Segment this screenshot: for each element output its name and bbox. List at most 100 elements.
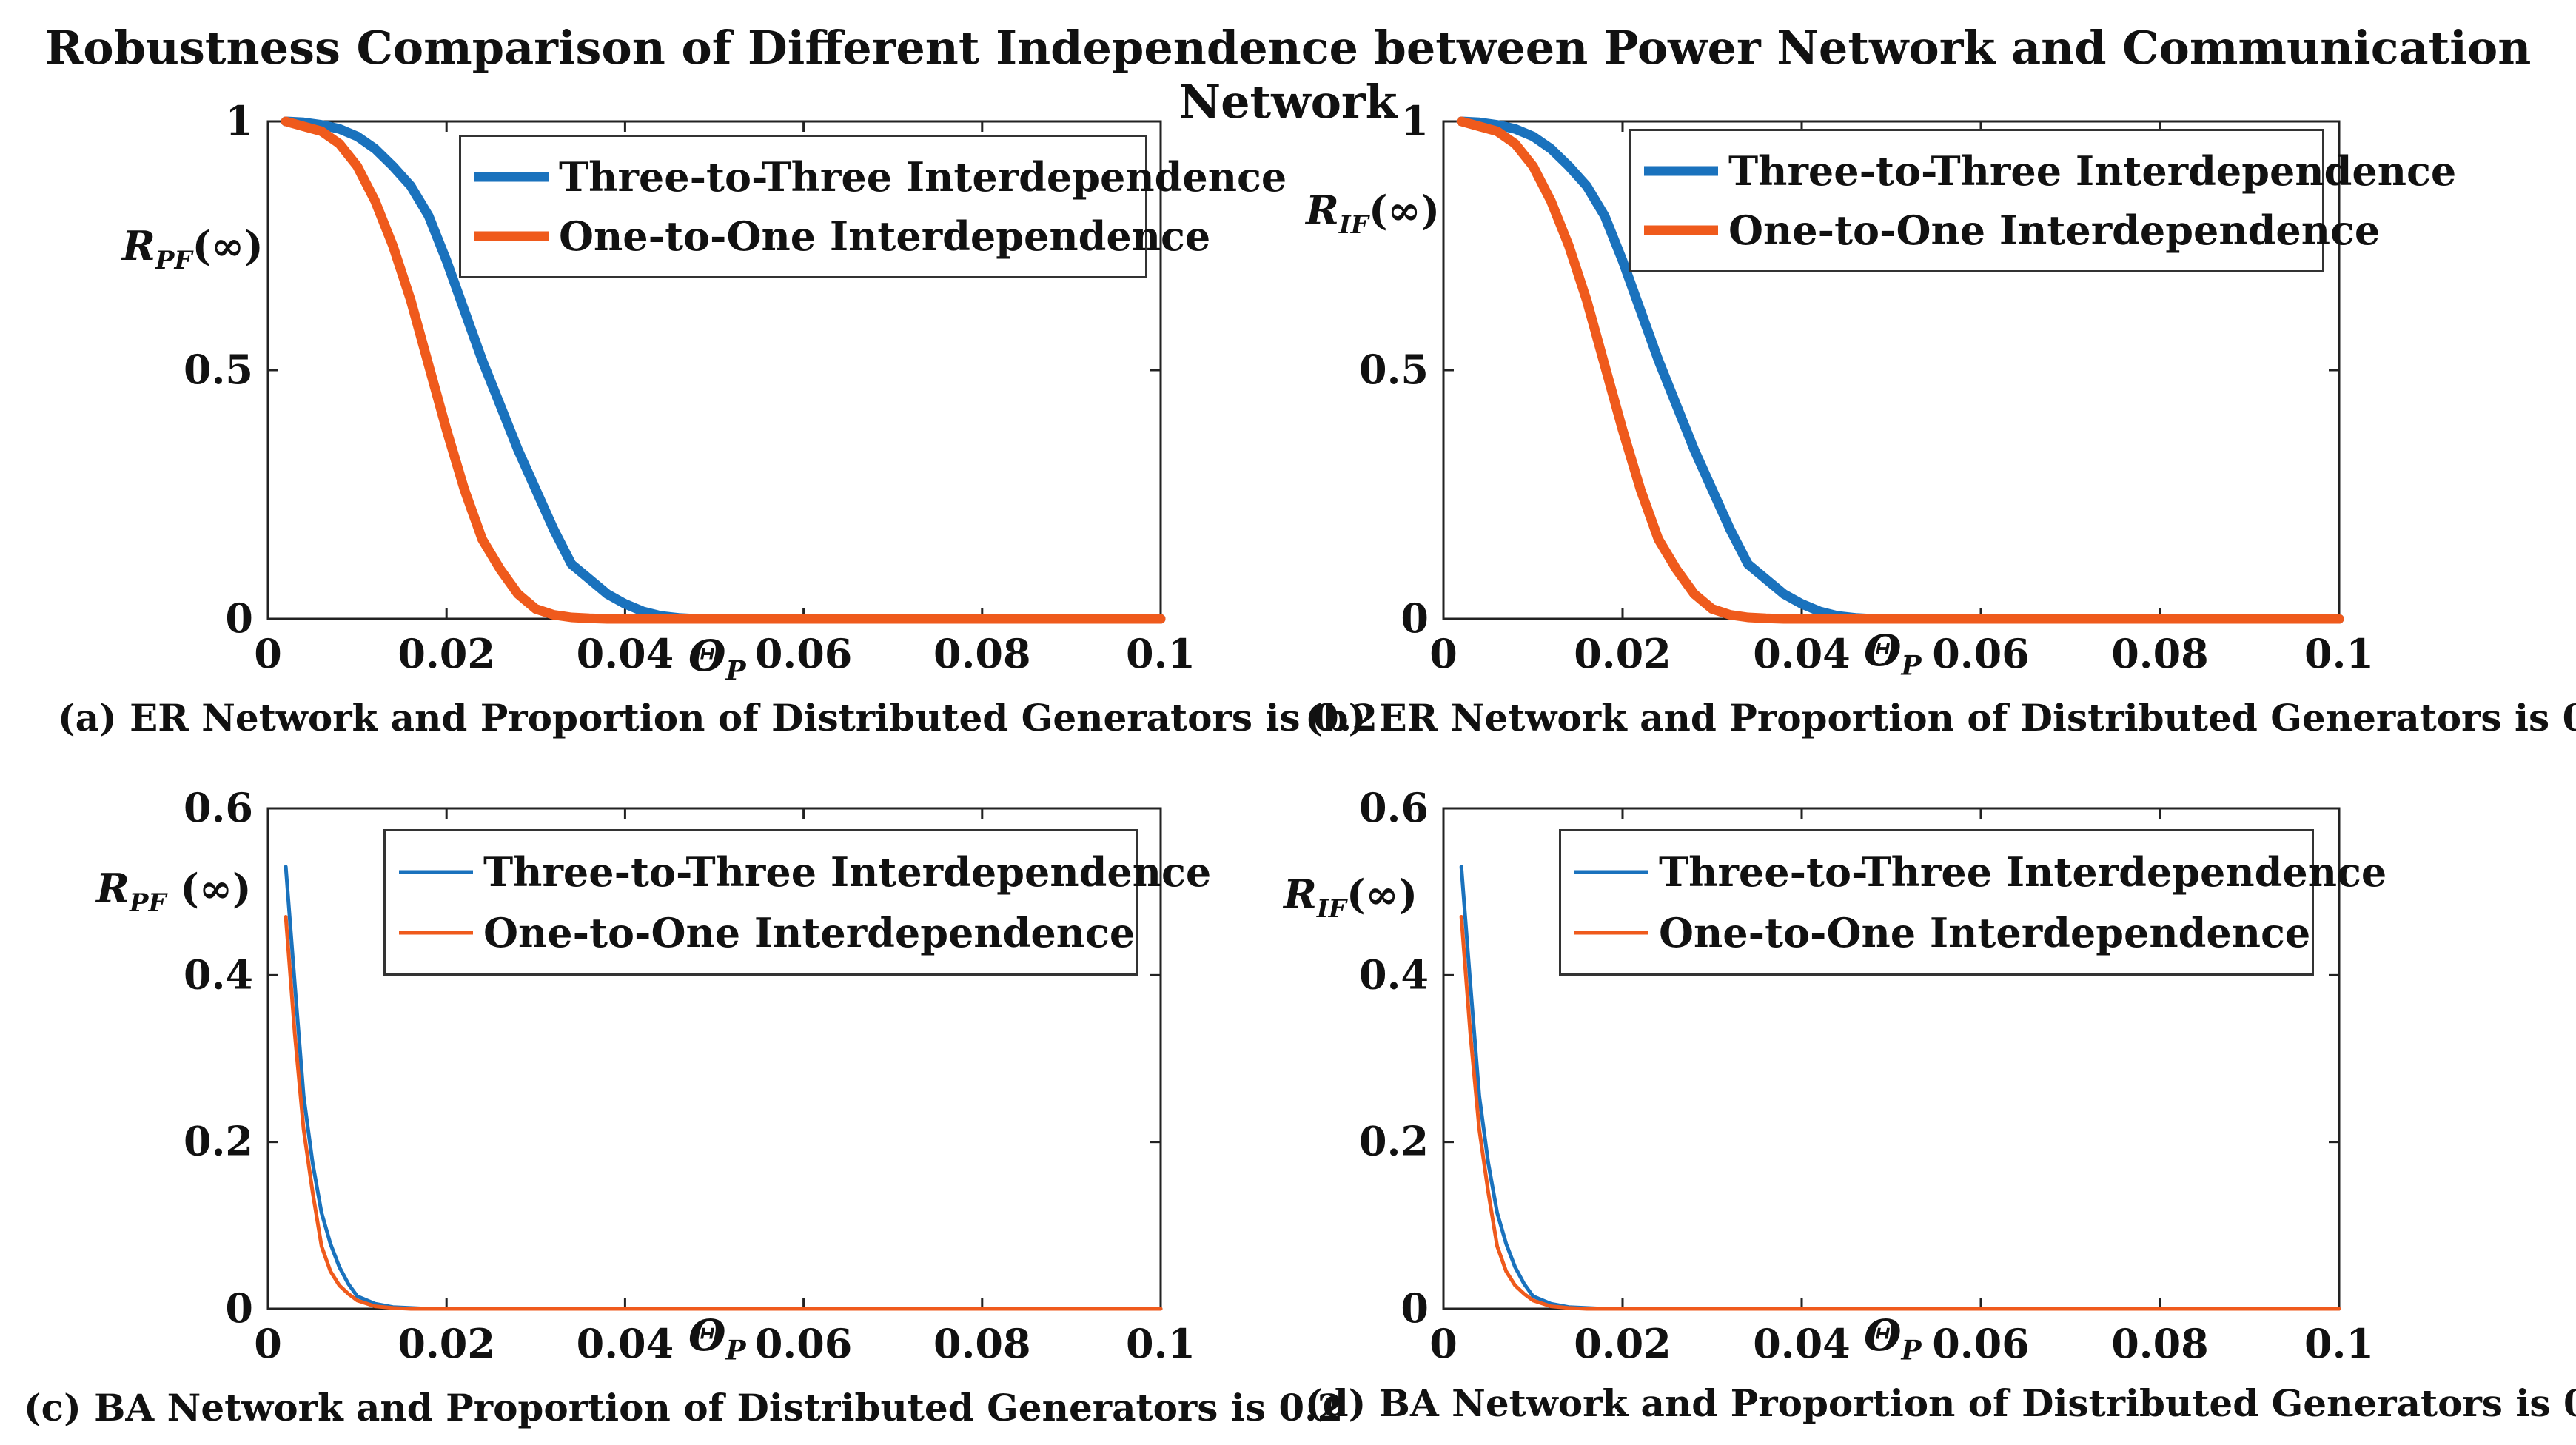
y-axis-label-suffix: (∞) (1368, 187, 1440, 234)
y-tick-label: 0.4 (1359, 951, 1429, 998)
x-axis-label-main: Θ (1864, 626, 1902, 676)
x-axis-label-sub: P (1901, 650, 1922, 682)
legend-swatch (399, 931, 473, 935)
panel-c: 0 0.02 0.04 0.06 0.08 0.1 0 0.2 0.4 0.6 (184, 784, 1195, 1367)
panel-a: 0 0.02 0.04 0.06 0.08 0.1 0 0.5 1 (184, 97, 1195, 677)
legend-label: Three-to-Three Interdependence (483, 848, 1212, 896)
x-tick-label: 0.04 (577, 1320, 674, 1367)
legend-entry: One-to-One Interdependence (1644, 201, 2380, 260)
legend: Three-to-Three Interdependence One-to-One… (1629, 129, 2456, 272)
y-axis-label-suffix: (∞) (1346, 871, 1418, 918)
x-axis-label: ΘP (688, 631, 746, 687)
legend-swatch (399, 870, 473, 874)
x-tick-label: 0 (254, 1320, 282, 1367)
legend-entry: Three-to-Three Interdependence (474, 147, 1287, 207)
legend: Three-to-Three Interdependence One-to-One… (1559, 829, 2387, 976)
figure-title: Robustness Comparison of Different Indep… (44, 21, 2532, 129)
x-axis-label: ΘP (1864, 626, 1922, 682)
legend: Three-to-Three Interdependence One-to-One… (459, 135, 1287, 278)
y-tick-label: 0.5 (1359, 346, 1429, 393)
x-tick-label: 0.08 (2111, 630, 2209, 677)
legend-label: One-to-One Interdependence (559, 212, 1211, 260)
x-axis-label-sub: P (725, 655, 746, 687)
legend-entry: Three-to-Three Interdependence (399, 842, 1211, 902)
series-line-one-to-one (1459, 915, 2341, 1311)
x-tick-label: 0 (1429, 1320, 1458, 1367)
x-tick-label: 0.02 (398, 630, 495, 677)
y-tick-label: 0.6 (184, 784, 253, 831)
legend-label: Three-to-Three Interdependence (1659, 848, 2387, 896)
x-axis-label-main: Θ (688, 631, 726, 681)
legend-entry: One-to-One Interdependence (1574, 902, 2310, 963)
y-tick-label: 1 (225, 97, 253, 144)
x-axis-label: ΘP (1864, 1310, 1922, 1367)
x-axis-label-main: Θ (688, 1310, 726, 1361)
y-tick-label: 0 (1401, 594, 1429, 642)
y-axis-label-main: R (96, 865, 130, 912)
y-axis-label: RIF(∞) (1306, 187, 1440, 240)
series-line-one-to-one (284, 915, 1163, 1311)
x-tick-label: 0.1 (1126, 1320, 1195, 1367)
y-axis-label: RPF(∞) (122, 222, 264, 275)
series-line-one-to-one (281, 116, 1166, 624)
y-axis-label: RPF (∞) (96, 865, 252, 918)
x-tick-label: 0.02 (1574, 1320, 1671, 1367)
y-axis-label-main: R (1306, 187, 1339, 234)
x-axis-label-sub: P (1901, 1335, 1922, 1367)
y-axis-label-sub: PF (155, 245, 192, 275)
legend-entry: One-to-One Interdependence (399, 902, 1135, 963)
x-tick-label: 0.04 (1753, 630, 1851, 677)
legend-label: Three-to-Three Interdependence (1728, 147, 2457, 195)
x-tick-label: 0.08 (933, 630, 1031, 677)
y-axis-label-sub: IF (1338, 209, 1369, 240)
y-tick-label: 0.4 (184, 951, 253, 998)
x-tick-label: 0.06 (1932, 1320, 2030, 1367)
legend: Three-to-Three Interdependence One-to-One… (383, 829, 1211, 976)
x-tick-label: 0.04 (577, 630, 674, 677)
x-tick-label: 0 (1429, 630, 1458, 677)
panel-caption: (c) BA Network and Proportion of Distrib… (24, 1386, 1344, 1429)
y-tick-label: 0.6 (1359, 784, 1429, 831)
legend-entry: Three-to-Three Interdependence (1574, 842, 2387, 902)
legend-label: Three-to-Three Interdependence (559, 153, 1287, 201)
series-line-one-to-one (1456, 116, 2344, 624)
x-tick-label: 0.08 (2111, 1320, 2209, 1367)
y-axis-label-suffix: (∞) (192, 222, 264, 269)
legend-entry: Three-to-Three Interdependence (1644, 141, 2456, 201)
legend-swatch (1574, 931, 1648, 935)
legend-label: One-to-One Interdependence (1659, 909, 2311, 956)
y-tick-label: 0 (225, 1284, 253, 1332)
x-tick-label: 0.1 (2304, 1320, 2374, 1367)
panel-d: 0 0.02 0.04 0.06 0.08 0.1 0 0.2 0.4 0.6 (1359, 784, 2374, 1367)
x-tick-label: 0.02 (1574, 630, 1671, 677)
x-tick-label: 0 (254, 630, 282, 677)
y-axis-label-sub: IF (1316, 894, 1346, 924)
x-tick-label: 0.06 (755, 1320, 853, 1367)
legend-swatch (474, 172, 549, 182)
legend-label: One-to-One Interdependence (1728, 207, 2381, 254)
legend-entry: One-to-One Interdependence (474, 207, 1210, 266)
panel-b: 0 0.02 0.04 0.06 0.08 0.1 0 0.5 1 (1359, 97, 2374, 677)
panel-caption: (a) ER Network and Proportion of Distrib… (58, 696, 1378, 740)
legend-label: One-to-One Interdependence (483, 909, 1136, 956)
legend-swatch (1644, 166, 1718, 176)
y-axis-label: RIF(∞) (1284, 871, 1418, 924)
x-tick-label: 0.1 (1126, 630, 1195, 677)
panel-caption: (b) ER Network and Proportion of Distrib… (1305, 696, 2576, 740)
y-axis-label-main: R (1284, 871, 1317, 918)
panel-caption: (d) BA Network and Proportion of Distrib… (1305, 1381, 2576, 1425)
legend-swatch (1644, 225, 1718, 235)
y-axis-label-suffix: (∞) (166, 865, 252, 912)
x-tick-label: 0.06 (1932, 630, 2030, 677)
x-tick-label: 0.04 (1753, 1320, 1851, 1367)
x-axis-label-main: Θ (1864, 1310, 1902, 1361)
y-axis-label-main: R (122, 222, 155, 269)
y-tick-label: 0.2 (184, 1118, 253, 1165)
x-tick-label: 0.02 (398, 1320, 495, 1367)
y-tick-label: 0 (225, 594, 253, 642)
x-tick-label: 0.1 (2304, 630, 2374, 677)
y-tick-label: 1 (1401, 97, 1429, 144)
y-tick-label: 0.5 (184, 346, 253, 393)
